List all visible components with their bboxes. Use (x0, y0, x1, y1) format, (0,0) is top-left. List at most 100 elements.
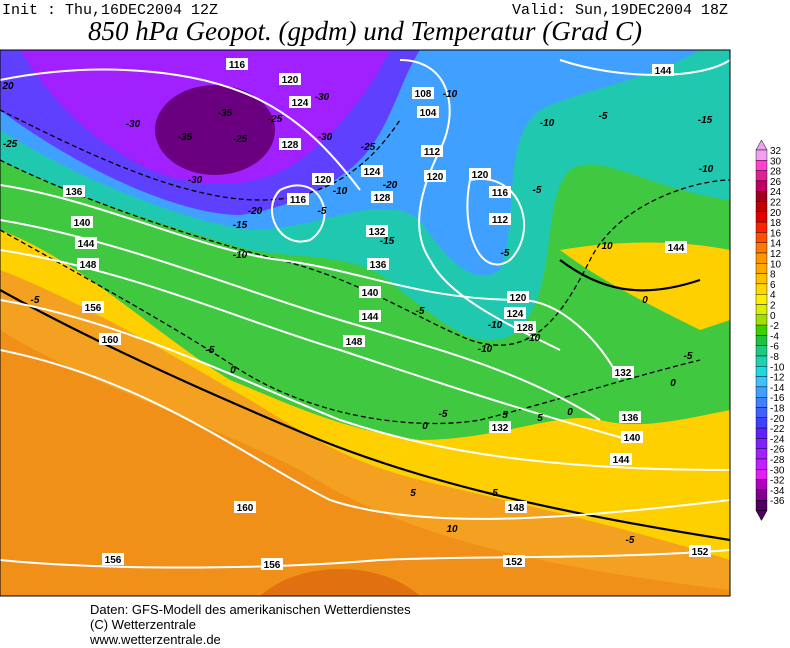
contour-label-bg (507, 291, 529, 303)
temp-label: 5 (492, 488, 498, 499)
height-label: 148 (346, 337, 363, 348)
height-label: 112 (424, 147, 441, 158)
height-label: 136 (622, 413, 639, 424)
temp-label: -10 (540, 118, 555, 129)
height-label: 156 (264, 560, 281, 571)
colorbar-swatch (755, 397, 768, 408)
temp-field-core (155, 85, 275, 175)
contour-label-bg (99, 333, 121, 345)
colorbar-swatch (755, 190, 768, 202)
height-label: 140 (74, 218, 91, 229)
height-label: 156 (105, 555, 122, 566)
colorbar-label: -30 (770, 465, 785, 476)
temp-label: -5 (684, 351, 693, 362)
temp-label: -5 (599, 111, 608, 122)
colorbar-swatch (755, 386, 768, 398)
colorbar-label: 4 (770, 290, 776, 301)
contour-label-bg (652, 64, 674, 76)
height-label: 160 (102, 335, 119, 346)
temp-label: 5 (537, 413, 543, 424)
colorbar-label: -22 (770, 424, 785, 435)
colorbar-swatch (755, 160, 768, 171)
contour-label-bg (289, 96, 311, 108)
temp-label: -30 (315, 92, 330, 103)
contour-label-bg (489, 186, 511, 198)
colorbar-label: -26 (770, 445, 785, 456)
colorbar-label: 18 (770, 218, 782, 229)
height-label: 132 (615, 368, 632, 379)
contour-label-bg (665, 241, 687, 253)
colorbar-swatch (755, 407, 768, 419)
temp-label: -5 (206, 345, 215, 356)
temp-label: -25 (3, 139, 18, 150)
temp-label: -10 (488, 320, 503, 331)
temp-label: -5 (501, 248, 510, 259)
colorbar-swatch (755, 232, 768, 243)
colorbar-swatch (755, 314, 768, 326)
contour-label-bg (610, 453, 632, 465)
colorbar-label: -18 (770, 404, 785, 415)
colorbar-swatch (755, 469, 768, 480)
temp-label: -5 (626, 535, 635, 546)
colorbar-label: 28 (770, 167, 782, 178)
height-label: 124 (292, 98, 309, 109)
colorbar-swatch (755, 294, 768, 305)
height-label: 128 (282, 140, 299, 151)
contour-label-bg (514, 321, 536, 333)
height-label: 120 (472, 170, 489, 181)
temp-field-orange (0, 330, 730, 596)
contour-label-bg (261, 558, 283, 570)
height-label: 132 (369, 227, 386, 238)
colorbar-swatch (755, 211, 768, 223)
height-label: 140 (362, 288, 379, 299)
temp-label: 0 (567, 407, 573, 418)
colorbar-swatch (755, 345, 768, 357)
contour-label-bg (621, 431, 643, 443)
contour-label-bg (82, 301, 104, 313)
contour-label-bg (71, 216, 93, 228)
height-label: 116 (492, 188, 509, 199)
temp-field-yellow-east (560, 242, 730, 330)
colorbar-swatch (755, 180, 768, 192)
temp-label: -15 (380, 236, 395, 247)
temp-label: -15 (698, 115, 713, 126)
contour-label-bg (361, 165, 383, 177)
colorbar-swatch (755, 170, 768, 182)
contour-label-bg (504, 307, 526, 319)
contour-label-bg (412, 87, 434, 99)
height-label: 136 (370, 260, 387, 271)
contour-label-bg (417, 106, 439, 118)
contour-label-bg (343, 335, 365, 347)
map-title: 850 hPa Geopot. (gpdm) und Temperatur (G… (88, 16, 642, 46)
footer-source: Daten: GFS-Modell des amerikanischen Wet… (90, 602, 411, 617)
temp-label: -10 (699, 164, 714, 175)
height-label: 152 (692, 547, 709, 558)
height-label: 128 (374, 193, 391, 204)
temp-label: 5 (410, 488, 416, 499)
colorbar-label: -4 (770, 331, 779, 342)
colorbar-label: 26 (770, 177, 782, 188)
contour-label-bg (371, 191, 393, 203)
colorbar-swatch (755, 438, 768, 449)
temp-label: -35 (218, 108, 233, 119)
colorbar-label: 32 (770, 146, 782, 157)
height-label: 140 (624, 433, 641, 444)
height-label: 120 (510, 293, 527, 304)
colorbar-label: -6 (770, 342, 779, 353)
init-time: Init : Thu,16DEC2004 12Z (2, 2, 218, 19)
colorbar-label: 30 (770, 156, 782, 167)
colorbar-label: -24 (770, 434, 785, 445)
colorbar-label: -32 (770, 476, 785, 487)
temp-label: -20 (248, 206, 263, 217)
temp-field-dark (260, 569, 420, 596)
temp-label: -25 (233, 134, 248, 145)
contour-label-bg (359, 286, 381, 298)
colorbar-swatch (755, 304, 768, 316)
colorbar-swatch (755, 355, 768, 367)
contour-label-bg (489, 421, 511, 433)
colorbar-swatch (755, 376, 768, 388)
contour-label-bg (505, 501, 527, 513)
contour-label-bg (612, 366, 634, 378)
temp-label: -30 (188, 175, 203, 186)
temp-label: -15 (233, 220, 248, 231)
